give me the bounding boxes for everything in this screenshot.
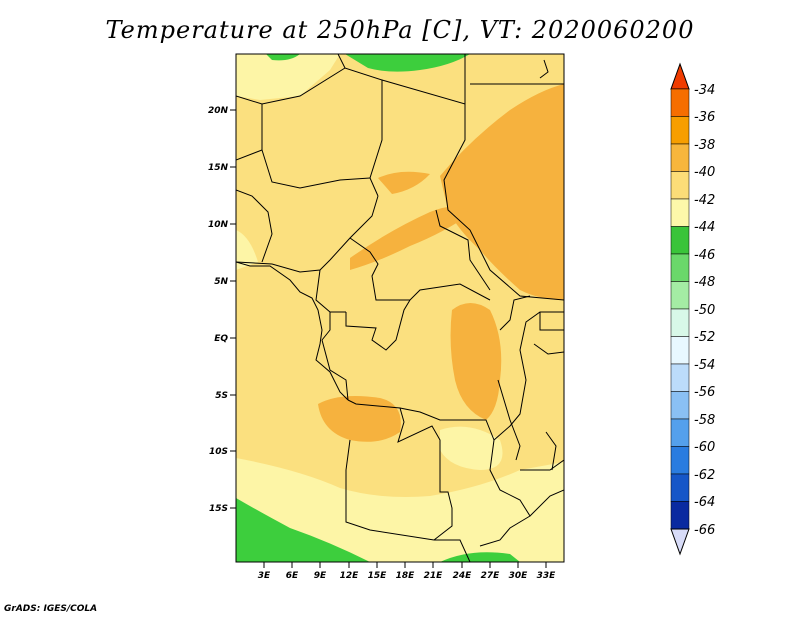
colorbar-label: -42 bbox=[694, 193, 715, 208]
colorbar-label: -40 bbox=[694, 165, 715, 180]
lon-tick-label: 9E bbox=[314, 571, 327, 581]
colorbar-swatch bbox=[670, 253, 690, 282]
colorbar-label: -52 bbox=[694, 330, 715, 345]
temperature-field bbox=[236, 54, 564, 562]
colorbar-swatch bbox=[670, 446, 690, 475]
field-light-south bbox=[236, 458, 564, 562]
lon-tick-label: 12E bbox=[340, 571, 360, 581]
colorbar-swatch bbox=[670, 363, 690, 392]
lon-tick-label: 18E bbox=[396, 571, 416, 581]
colorbar-swatch bbox=[670, 88, 690, 117]
field-orange-band bbox=[350, 206, 470, 270]
colorbar-swatch bbox=[670, 143, 690, 172]
field-green-north bbox=[345, 54, 470, 72]
colorbar-label: -34 bbox=[694, 83, 715, 98]
field-orange-patch bbox=[378, 171, 430, 194]
colorbar: -34 -36 -38 -40 -42 -44 -46 -48 -50 -52 … bbox=[670, 62, 715, 556]
lon-tick-label: 21E bbox=[424, 571, 444, 581]
colorbar-top-arrow bbox=[670, 62, 690, 90]
colorbar-label: -48 bbox=[694, 275, 715, 290]
lon-tick-label: 24E bbox=[453, 571, 473, 581]
colorbar-swatch bbox=[670, 336, 690, 365]
lat-tick-label: 5S bbox=[215, 391, 228, 401]
colorbar-swatch bbox=[670, 171, 690, 200]
colorbar-label: -64 bbox=[694, 495, 715, 510]
colorbar-swatch bbox=[670, 418, 690, 447]
colorbar-label: -54 bbox=[694, 358, 715, 373]
colorbar-label: -50 bbox=[694, 303, 715, 318]
lon-tick-label: 33E bbox=[537, 571, 557, 581]
field-green-south bbox=[440, 552, 520, 562]
colorbar-swatch bbox=[670, 281, 690, 310]
colorbar-swatch bbox=[670, 198, 690, 227]
lat-tick-label: EQ bbox=[214, 334, 228, 344]
field-light-east-central bbox=[440, 426, 503, 470]
colorbar-swatch bbox=[670, 226, 690, 255]
lat-tick-label: 20N bbox=[208, 106, 229, 116]
longitude-axis: 3E 6E 9E 12E 15E 18E 21E 24E 27E 30E 33E bbox=[258, 562, 556, 581]
latitude-axis: 20N 15N 10N 5N EQ 5S 10S 15S bbox=[208, 106, 236, 514]
colorbar-label: -66 bbox=[694, 523, 715, 538]
field-orange-east bbox=[440, 84, 564, 300]
field-green-southwest bbox=[236, 498, 370, 562]
colorbar-label: -60 bbox=[694, 440, 715, 455]
field-light-north-west bbox=[236, 54, 340, 100]
colorbar-label: -46 bbox=[694, 248, 715, 263]
map-frame bbox=[235, 53, 565, 563]
lat-tick-label: 10N bbox=[208, 220, 229, 230]
colorbar-bottom-arrow bbox=[670, 528, 690, 556]
colorbar-label: -62 bbox=[694, 468, 715, 483]
colorbar-swatch bbox=[670, 391, 690, 420]
map-title: Temperature at 250hPa [C], VT: 202006020… bbox=[105, 16, 695, 44]
lon-tick-label: 6E bbox=[286, 571, 299, 581]
field-orange-lakes bbox=[450, 303, 502, 420]
lat-tick-label: 15S bbox=[209, 504, 228, 514]
lon-tick-label: 27E bbox=[481, 571, 501, 581]
field-light-gulf bbox=[236, 230, 258, 270]
lat-tick-label: 10S bbox=[209, 447, 228, 457]
colorbar-swatch bbox=[670, 308, 690, 337]
field-orange-southwest bbox=[318, 396, 401, 442]
lon-tick-label: 3E bbox=[258, 571, 271, 581]
colorbar-labels: -34 -36 -38 -40 -42 -44 -46 -48 -50 -52 … bbox=[694, 83, 715, 538]
colorbar-label: -58 bbox=[694, 413, 715, 428]
colorbar-swatches bbox=[670, 88, 690, 530]
colorbar-swatch bbox=[670, 473, 690, 502]
lon-tick-label: 30E bbox=[509, 571, 529, 581]
country-boundaries bbox=[236, 54, 564, 562]
grads-credit: GrADS: IGES/COLA bbox=[4, 604, 98, 614]
colorbar-swatch bbox=[670, 501, 690, 530]
field-green-northwest bbox=[266, 54, 300, 61]
lat-tick-label: 5N bbox=[214, 277, 228, 287]
colorbar-label: -38 bbox=[694, 138, 715, 153]
colorbar-label: -44 bbox=[694, 220, 715, 235]
lat-tick-label: 15N bbox=[208, 163, 229, 173]
lon-tick-label: 15E bbox=[368, 571, 388, 581]
colorbar-swatch bbox=[670, 116, 690, 145]
colorbar-label: -36 bbox=[694, 110, 715, 125]
colorbar-label: -56 bbox=[694, 385, 715, 400]
